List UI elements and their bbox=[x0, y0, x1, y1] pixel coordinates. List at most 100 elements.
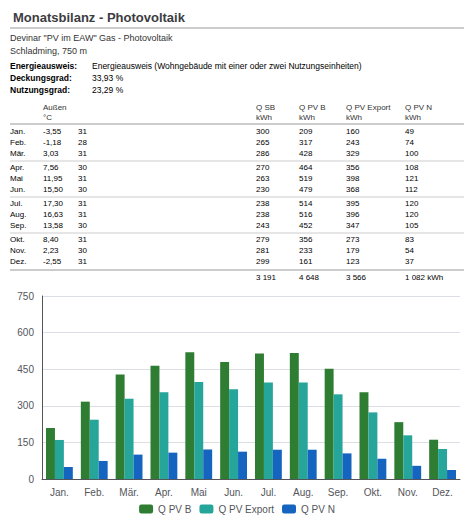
svg-text:395: 395 bbox=[346, 199, 360, 208]
svg-text:Sep.: Sep. bbox=[10, 221, 26, 230]
svg-text:15,50: 15,50 bbox=[43, 185, 64, 194]
svg-text:286: 286 bbox=[256, 149, 270, 158]
svg-text:428: 428 bbox=[299, 149, 313, 158]
svg-text:Apr.: Apr. bbox=[155, 487, 173, 498]
svg-text:450: 450 bbox=[17, 364, 34, 375]
svg-text:Sep.: Sep. bbox=[328, 487, 349, 498]
svg-text:49: 49 bbox=[405, 127, 414, 136]
svg-text:Q SB: Q SB bbox=[256, 103, 275, 112]
svg-text:Q PV Export: Q PV Export bbox=[346, 103, 391, 112]
svg-text:Feb.: Feb. bbox=[10, 138, 26, 147]
svg-text:Okt.: Okt. bbox=[364, 487, 382, 498]
svg-text:3 191: 3 191 bbox=[256, 273, 277, 282]
svg-text:Feb.: Feb. bbox=[84, 487, 104, 498]
svg-text:°C: °C bbox=[43, 113, 52, 122]
svg-text:16,63: 16,63 bbox=[43, 210, 64, 219]
svg-text:750: 750 bbox=[17, 291, 34, 302]
svg-text:120: 120 bbox=[405, 199, 419, 208]
svg-text:54: 54 bbox=[405, 246, 414, 255]
svg-text:120: 120 bbox=[405, 210, 419, 219]
svg-text:464: 464 bbox=[299, 163, 313, 172]
svg-text:Mär.: Mär. bbox=[119, 487, 138, 498]
svg-text:398: 398 bbox=[346, 174, 360, 183]
svg-text:Deckungsgrad:: Deckungsgrad: bbox=[10, 73, 72, 83]
svg-text:Nov.: Nov. bbox=[398, 487, 418, 498]
svg-text:Jul.: Jul. bbox=[261, 487, 277, 498]
svg-text:Schladming, 750 m: Schladming, 750 m bbox=[10, 46, 87, 56]
svg-text:74: 74 bbox=[405, 138, 414, 147]
svg-text:396: 396 bbox=[346, 210, 360, 219]
svg-text:233: 233 bbox=[299, 246, 313, 255]
svg-text:238: 238 bbox=[256, 210, 270, 219]
svg-text:kWh: kWh bbox=[256, 113, 272, 122]
svg-text:7,56: 7,56 bbox=[43, 163, 59, 172]
svg-text:209: 209 bbox=[299, 127, 313, 136]
svg-text:279: 279 bbox=[256, 235, 270, 244]
svg-text:Mai: Mai bbox=[191, 487, 207, 498]
svg-text:31: 31 bbox=[78, 235, 87, 244]
svg-text:31: 31 bbox=[78, 210, 87, 219]
svg-text:265: 265 bbox=[256, 138, 270, 147]
svg-text:329: 329 bbox=[346, 149, 360, 158]
svg-text:3 566: 3 566 bbox=[346, 273, 367, 282]
svg-text:Okt.: Okt. bbox=[10, 235, 25, 244]
svg-text:108: 108 bbox=[405, 163, 419, 172]
svg-text:356: 356 bbox=[346, 163, 360, 172]
svg-text:2,23: 2,23 bbox=[43, 246, 59, 255]
svg-text:Q PV N: Q PV N bbox=[301, 504, 335, 515]
svg-text:Monatsbilanz - Photovoltaik: Monatsbilanz - Photovoltaik bbox=[13, 10, 186, 25]
svg-text:230: 230 bbox=[256, 185, 270, 194]
svg-text:273: 273 bbox=[346, 235, 360, 244]
svg-text:100: 100 bbox=[405, 149, 419, 158]
svg-text:31: 31 bbox=[78, 199, 87, 208]
svg-text:Jan.: Jan. bbox=[50, 487, 69, 498]
svg-text:317: 317 bbox=[299, 138, 313, 147]
svg-text:Q PV Export: Q PV Export bbox=[218, 504, 274, 515]
svg-text:105: 105 bbox=[405, 221, 419, 230]
svg-text:0: 0 bbox=[28, 474, 34, 485]
svg-text:31: 31 bbox=[78, 149, 87, 158]
svg-text:516: 516 bbox=[299, 210, 313, 219]
svg-text:3,03: 3,03 bbox=[43, 149, 59, 158]
svg-text:Q PV B: Q PV B bbox=[299, 103, 326, 112]
svg-text:Nov.: Nov. bbox=[10, 246, 26, 255]
svg-text:243: 243 bbox=[256, 221, 270, 230]
svg-text:Aug.: Aug. bbox=[293, 487, 314, 498]
svg-text:243: 243 bbox=[346, 138, 360, 147]
svg-text:33,93 %: 33,93 % bbox=[92, 73, 124, 83]
svg-text:Jun.: Jun. bbox=[10, 185, 25, 194]
svg-text:Aug.: Aug. bbox=[10, 210, 26, 219]
svg-text:160: 160 bbox=[346, 127, 360, 136]
svg-text:123: 123 bbox=[346, 257, 360, 266]
svg-text:263: 263 bbox=[256, 174, 270, 183]
svg-text:Q PV B: Q PV B bbox=[158, 504, 192, 515]
svg-text:452: 452 bbox=[299, 221, 313, 230]
svg-text:112: 112 bbox=[405, 185, 418, 194]
svg-text:Jun.: Jun. bbox=[224, 487, 243, 498]
svg-text:31: 31 bbox=[78, 127, 87, 136]
svg-text:30: 30 bbox=[78, 185, 87, 194]
svg-text:31: 31 bbox=[78, 257, 87, 266]
svg-text:23,29 %: 23,29 % bbox=[92, 85, 124, 95]
svg-text:Q PV N: Q PV N bbox=[405, 103, 432, 112]
svg-text:Dez.: Dez. bbox=[10, 257, 26, 266]
svg-text:Nutzungsgrad:: Nutzungsgrad: bbox=[10, 85, 70, 95]
svg-text:281: 281 bbox=[256, 246, 270, 255]
svg-text:Devinar "PV im EAW" Gas - Phot: Devinar "PV im EAW" Gas - Photovoltaik bbox=[10, 33, 173, 43]
svg-text:13,58: 13,58 bbox=[43, 221, 64, 230]
svg-text:-1,18: -1,18 bbox=[43, 138, 62, 147]
svg-text:30: 30 bbox=[78, 221, 87, 230]
svg-text:161: 161 bbox=[299, 257, 313, 266]
svg-text:28: 28 bbox=[78, 138, 87, 147]
svg-text:Energieausweis (Wohngebäude mi: Energieausweis (Wohngebäude mit einer od… bbox=[92, 61, 362, 71]
svg-text:Energieausweis:: Energieausweis: bbox=[10, 61, 77, 71]
svg-text:300: 300 bbox=[17, 400, 34, 411]
svg-text:Mai: Mai bbox=[10, 174, 23, 183]
svg-text:519: 519 bbox=[299, 174, 313, 183]
svg-text:270: 270 bbox=[256, 163, 270, 172]
svg-text:238: 238 bbox=[256, 199, 270, 208]
svg-text:299: 299 bbox=[256, 257, 270, 266]
svg-text:31: 31 bbox=[78, 174, 87, 183]
svg-text:kWh: kWh bbox=[299, 113, 315, 122]
svg-text:-3,55: -3,55 bbox=[43, 127, 62, 136]
